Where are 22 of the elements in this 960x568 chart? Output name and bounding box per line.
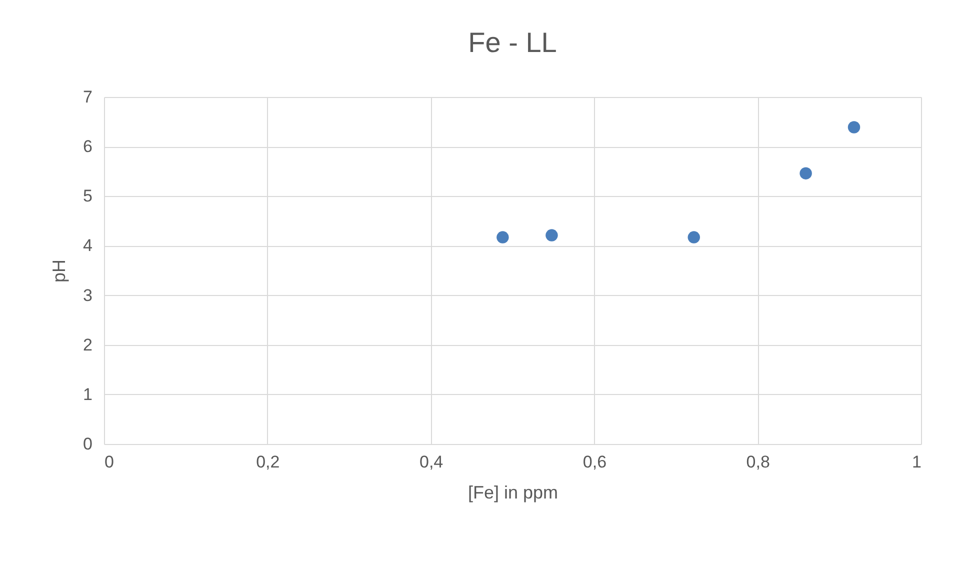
point <box>546 229 558 242</box>
y-tick-label: 7 <box>83 88 92 106</box>
y-tick-label: 6 <box>83 137 92 156</box>
point <box>496 231 509 244</box>
point <box>688 231 700 244</box>
x-tick-label: 0,8 <box>746 452 770 472</box>
y-tick-label: 0 <box>83 434 92 454</box>
y-tick-label: 5 <box>83 186 92 206</box>
x-tick-label: 1 <box>912 452 922 472</box>
x-tick-label: 0,4 <box>419 452 444 472</box>
x-tick-label: 0,2 <box>256 452 280 472</box>
y-tick-label: 3 <box>83 286 92 305</box>
point <box>848 121 860 134</box>
x-axis-title: [Fe] in ppm <box>468 482 558 502</box>
y-tick-label: 2 <box>83 335 92 354</box>
x-tick-label: 0,6 <box>582 452 607 472</box>
chart-title: Fe - LL <box>468 27 557 58</box>
y-tick-label: 4 <box>83 236 92 256</box>
point <box>800 167 812 180</box>
y-axis-title: pH <box>49 259 70 283</box>
y-tick-label: 1 <box>83 384 92 404</box>
x-tick-label: 0 <box>104 452 114 472</box>
